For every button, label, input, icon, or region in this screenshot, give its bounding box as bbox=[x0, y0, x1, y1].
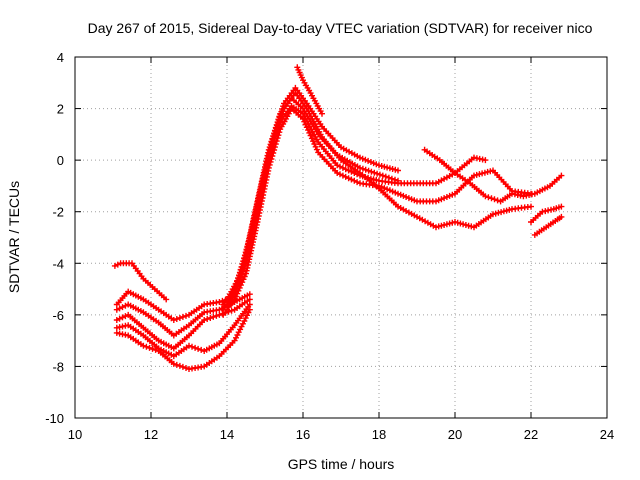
series-late-2 bbox=[528, 203, 565, 225]
y-tick-label-7: 4 bbox=[57, 50, 64, 65]
plot-frame bbox=[74, 56, 608, 419]
y-tick-label-0: -10 bbox=[45, 411, 64, 426]
series-track-5 bbox=[113, 301, 253, 360]
y-tick-label-6: 2 bbox=[57, 102, 64, 117]
series-markers-track-2 bbox=[113, 288, 238, 323]
series-markers-track-6 bbox=[113, 306, 253, 372]
y-tick-label-5: 0 bbox=[57, 153, 64, 168]
x-tick-label-4: 18 bbox=[372, 427, 386, 442]
series-markers-late-2 bbox=[528, 203, 565, 225]
series-markers-late-1 bbox=[421, 146, 565, 205]
y-axis-label: SDTVAR / TECUs bbox=[6, 181, 22, 293]
x-tick-labels: 10 12 14 16 18 20 22 24 bbox=[68, 427, 614, 442]
series-spike bbox=[294, 64, 325, 117]
y-tick-label-1: -8 bbox=[52, 359, 64, 374]
series-markers-track-5 bbox=[113, 301, 253, 360]
series-late-1 bbox=[421, 146, 565, 205]
series-markers-main-5 bbox=[224, 90, 534, 308]
y-tick-labels: -10 -8 -6 -4 -2 0 2 4 bbox=[45, 50, 64, 426]
series-layer bbox=[111, 64, 565, 372]
x-tick-label-6: 22 bbox=[524, 427, 538, 442]
series-late-3 bbox=[531, 213, 565, 238]
y-tick-label-4: -2 bbox=[52, 205, 64, 220]
series-markers-track-4 bbox=[113, 296, 253, 352]
x-tick-label-3: 16 bbox=[296, 427, 310, 442]
x-tick-label-1: 12 bbox=[144, 427, 158, 442]
y-tick-label-3: -4 bbox=[52, 256, 64, 271]
series-main-5 bbox=[224, 90, 534, 308]
x-axis-label: GPS time / hours bbox=[288, 456, 395, 472]
series-track-1 bbox=[111, 260, 170, 303]
series-markers-late-3 bbox=[531, 213, 565, 238]
x-tick-label-5: 20 bbox=[448, 427, 462, 442]
y-tick-label-2: -6 bbox=[52, 308, 64, 323]
x-tick-label-2: 14 bbox=[220, 427, 234, 442]
series-markers-track-1 bbox=[111, 260, 170, 303]
chart-title: Day 267 of 2015, Sidereal Day-to-day VTE… bbox=[88, 20, 593, 36]
series-markers-track-3 bbox=[113, 291, 253, 339]
x-tick-label-7: 24 bbox=[600, 427, 614, 442]
series-track-6 bbox=[113, 306, 253, 372]
axis-ticks bbox=[74, 56, 608, 419]
x-tick-label-0: 10 bbox=[68, 427, 82, 442]
series-track-2 bbox=[113, 288, 238, 323]
series-markers-spike bbox=[294, 64, 325, 117]
series-main-4 bbox=[220, 105, 534, 318]
